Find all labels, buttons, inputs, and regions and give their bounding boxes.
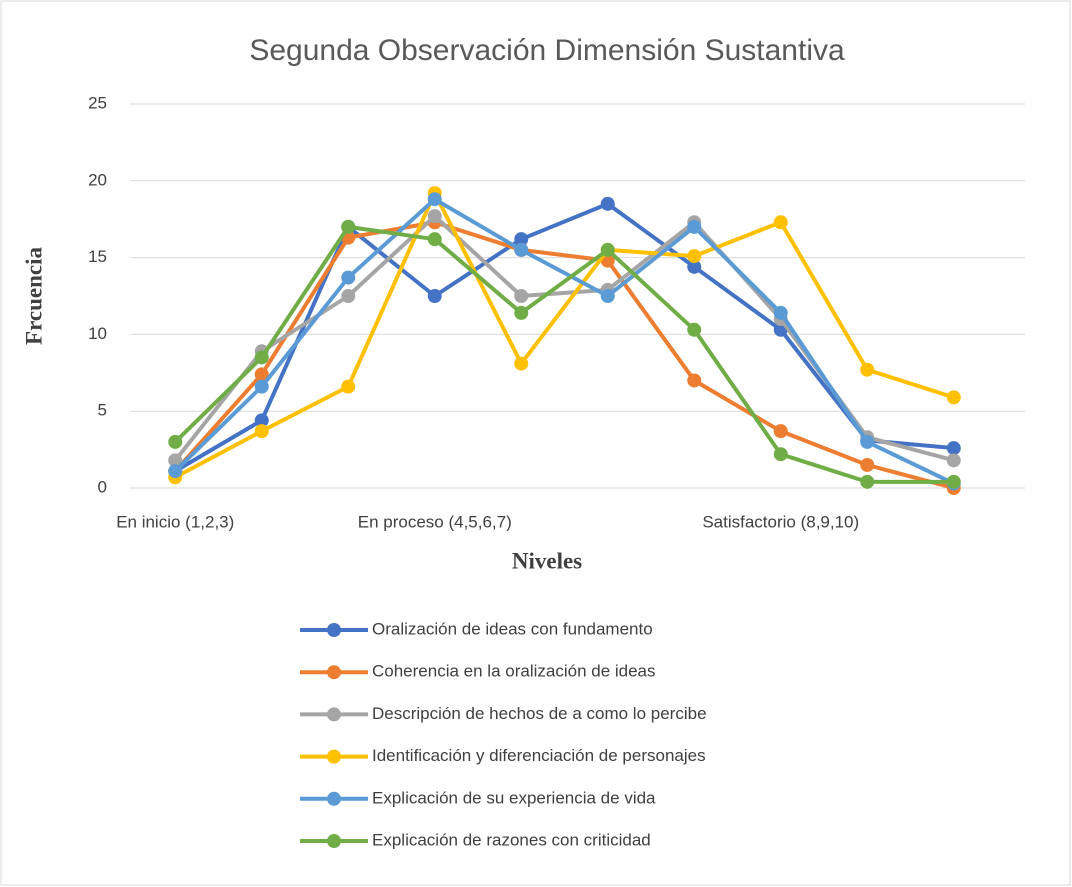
point <box>687 249 702 264</box>
y-tick-label: 25 <box>88 93 107 112</box>
legend-marker <box>327 791 341 806</box>
point <box>168 464 183 479</box>
x-tick-label: Satisfactorio (8,9,10) <box>702 512 859 531</box>
point <box>600 242 615 257</box>
point <box>254 379 269 394</box>
y-axis-title: Frcuencia <box>21 247 46 345</box>
legend-label: Descripción de hechos de a como lo perci… <box>372 704 707 723</box>
legend-label: Oralización de ideas con fundamento <box>372 619 653 638</box>
point <box>687 259 702 274</box>
point <box>687 373 702 388</box>
series-line <box>173 197 955 486</box>
point <box>773 215 788 230</box>
point <box>687 322 702 337</box>
point <box>946 453 961 468</box>
point <box>427 209 442 224</box>
point <box>254 413 269 428</box>
point <box>514 289 529 303</box>
point <box>860 474 875 489</box>
y-tick-label: 10 <box>88 324 107 343</box>
x-tick-label: En inicio (1,2,3) <box>116 512 234 531</box>
legend-marker <box>327 749 341 764</box>
point <box>860 362 875 377</box>
point <box>254 367 269 382</box>
point <box>514 356 529 371</box>
series-line <box>173 220 955 490</box>
legend-marker <box>327 665 341 680</box>
point <box>427 289 442 303</box>
point <box>168 434 183 449</box>
series-line <box>173 224 954 484</box>
legend-marker <box>327 623 341 637</box>
point <box>168 453 183 468</box>
y-tick-label: 5 <box>98 401 107 420</box>
y-tick-label: 0 <box>98 477 107 496</box>
point <box>254 350 269 365</box>
point <box>514 305 529 320</box>
y-tick-label: 15 <box>88 247 107 266</box>
point <box>514 232 529 247</box>
point <box>946 390 961 405</box>
point <box>427 192 442 207</box>
point <box>341 289 356 303</box>
point <box>427 232 442 247</box>
point <box>773 424 788 439</box>
point <box>687 219 702 234</box>
point <box>341 379 356 394</box>
series-line <box>174 191 955 480</box>
chart-title: Segunda Observación Dimensión Sustantiva <box>249 34 845 67</box>
point <box>600 196 615 211</box>
point <box>773 447 788 462</box>
point <box>860 434 875 449</box>
point <box>514 242 529 257</box>
point <box>254 424 269 439</box>
legend-label: Coherencia en la oralización de ideas <box>372 662 656 681</box>
legend-label: Explicación de razones con criticidad <box>372 830 651 849</box>
y-tick-label: 20 <box>88 170 107 189</box>
legend-marker <box>327 707 341 722</box>
legend-label: Identificación y diferenciación de perso… <box>372 746 706 765</box>
legend-label: Explicación de su experiencia de vida <box>372 788 656 807</box>
x-axis-title: Niveles <box>512 548 582 573</box>
point <box>600 289 615 303</box>
x-tick-label: En proceso (4,5,6,7) <box>358 512 512 531</box>
point <box>341 219 356 234</box>
point <box>860 457 875 472</box>
point <box>773 305 788 320</box>
point <box>946 441 961 456</box>
point <box>946 474 961 489</box>
legend-marker <box>327 834 341 848</box>
point <box>341 270 356 285</box>
